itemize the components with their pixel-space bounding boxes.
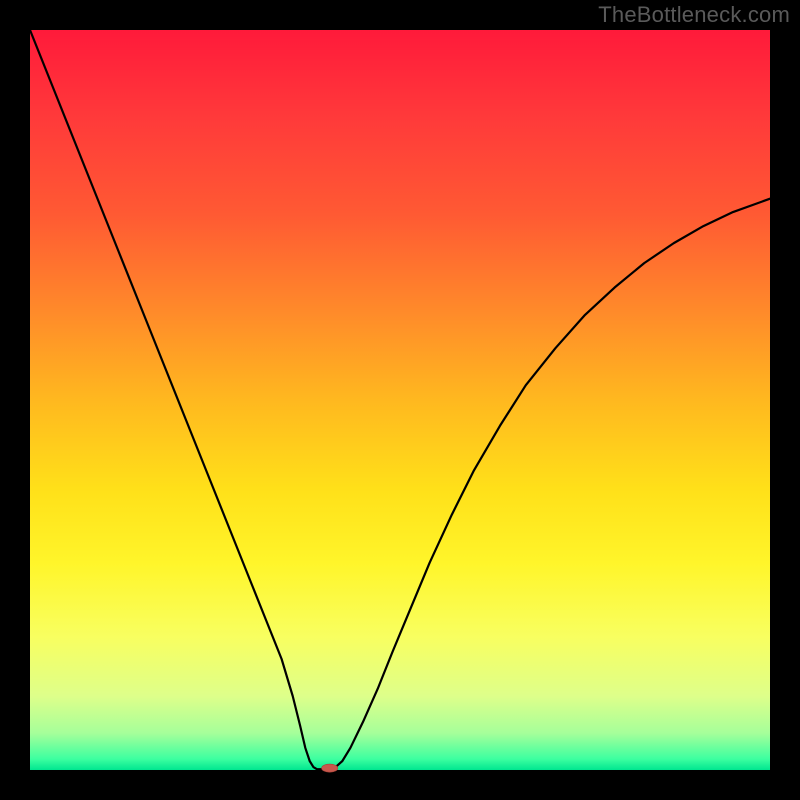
plot-area — [30, 30, 770, 770]
watermark-text: TheBottleneck.com — [598, 0, 800, 28]
chart-frame: TheBottleneck.com — [0, 0, 800, 800]
bottleneck-curve-plot — [0, 0, 800, 800]
optimum-marker — [322, 764, 338, 772]
